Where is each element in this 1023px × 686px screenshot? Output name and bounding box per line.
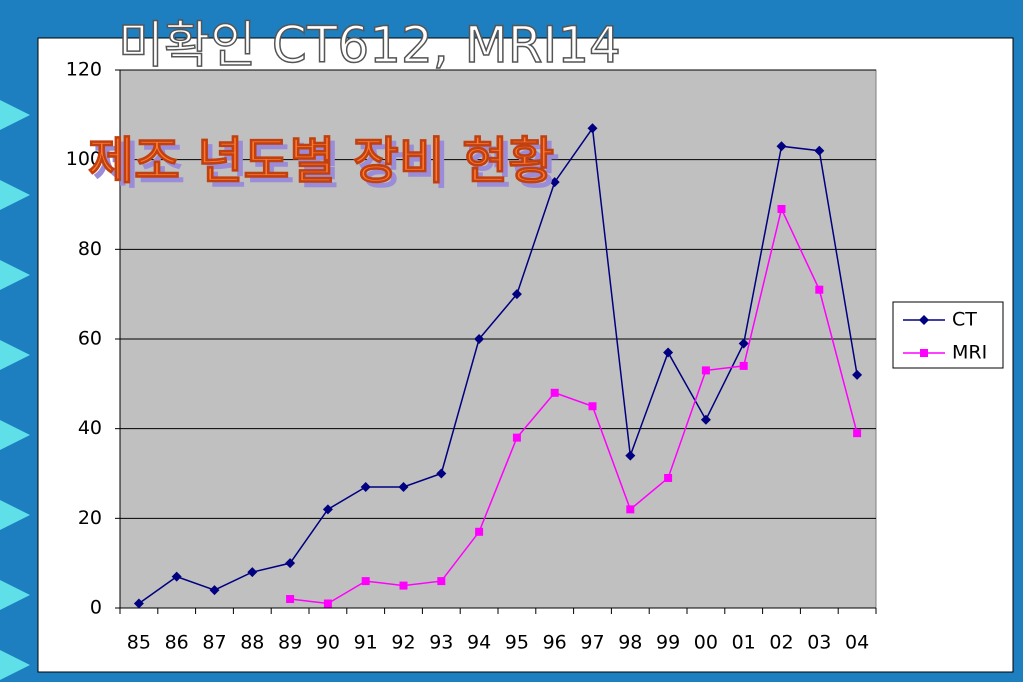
data-point (549, 177, 560, 188)
data-point (852, 369, 863, 380)
data-point (814, 145, 825, 156)
x-tick-label: 97 (580, 632, 604, 654)
x-tick-label: 95 (505, 632, 529, 654)
data-point (285, 558, 296, 569)
data-point (360, 481, 371, 492)
data-point (776, 141, 787, 152)
data-point (286, 595, 295, 604)
x-tick-label: 03 (807, 632, 831, 654)
data-point (475, 527, 484, 536)
y-tick-label: 100 (66, 148, 102, 170)
data-point (626, 505, 635, 514)
data-point (739, 361, 748, 370)
data-point (209, 585, 220, 596)
data-point (171, 571, 182, 582)
data-point (361, 577, 370, 586)
legend-label: CT (952, 309, 977, 331)
data-point (322, 504, 333, 515)
x-tick-label: 00 (694, 632, 718, 654)
data-point (700, 414, 711, 425)
series-line (138, 126, 858, 605)
y-tick-label: 40 (78, 417, 102, 439)
y-tick-label: 0 (90, 597, 102, 619)
data-point (588, 402, 597, 411)
data-point (587, 123, 598, 134)
chart-title: 미확인 CT612, MRI14 (118, 16, 621, 74)
data-point (323, 599, 332, 608)
data-point (777, 204, 786, 213)
x-tick-label: 88 (240, 632, 264, 654)
x-tick-label: 01 (732, 632, 756, 654)
x-tick-label: 92 (391, 632, 415, 654)
x-tick-label: 87 (202, 632, 226, 654)
x-tick-label: 86 (165, 632, 189, 654)
x-tick-label: 85 (127, 632, 151, 654)
data-point (437, 577, 446, 586)
y-tick-label: 80 (78, 238, 102, 260)
y-tick-label: 120 (66, 59, 102, 81)
x-tick-label: 90 (316, 632, 340, 654)
data-point (399, 581, 408, 590)
y-tick-label: 20 (78, 507, 102, 529)
data-point (663, 347, 674, 358)
x-tick-label: 89 (278, 632, 302, 654)
series-line (290, 206, 858, 605)
data-point (133, 598, 144, 609)
data-point (247, 567, 258, 578)
chart-subtitle: 제조 년도별 장비 현황 (88, 132, 554, 190)
data-point (625, 450, 636, 461)
x-tick-label: 99 (656, 632, 680, 654)
legend-marker (919, 315, 929, 325)
x-tick-label: 94 (467, 632, 491, 654)
legend-marker (920, 349, 928, 357)
chart-subtitle-shadow: 제조 년도별 장비 현황 (93, 137, 559, 195)
data-point (853, 429, 862, 438)
data-point (701, 366, 710, 375)
x-tick-label: 04 (845, 632, 869, 654)
data-point (511, 289, 522, 300)
data-point (815, 285, 824, 294)
legend-label: MRI (952, 342, 987, 364)
data-point (398, 481, 409, 492)
data-point (738, 338, 749, 349)
data-point (550, 388, 559, 397)
data-point (664, 473, 673, 482)
left-decoration (0, 100, 30, 680)
data-point (436, 468, 447, 479)
x-tick-label: 96 (543, 632, 567, 654)
x-tick-label: 98 (618, 632, 642, 654)
data-point (474, 334, 485, 344)
data-point (512, 433, 521, 442)
x-tick-label: 93 (429, 632, 453, 654)
legend-box (892, 301, 1004, 369)
x-tick-label: 02 (769, 632, 793, 654)
y-tick-label: 60 (78, 328, 102, 350)
x-tick-label: 91 (354, 632, 378, 654)
